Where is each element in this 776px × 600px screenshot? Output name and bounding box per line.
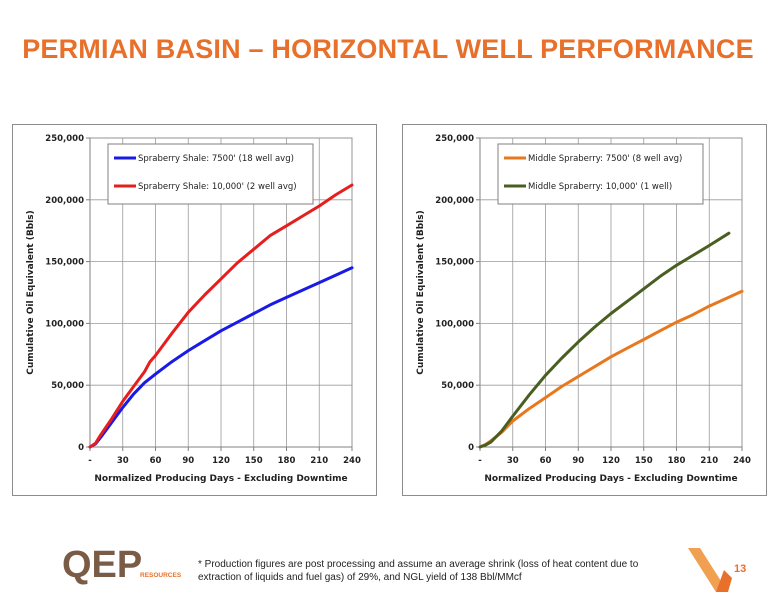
corner-logo-icon [688, 548, 732, 592]
c0-x-tick-label-2: 60 [150, 456, 162, 466]
c1-x-axis-label: Normalized Producing Days - Excluding Do… [484, 474, 737, 484]
c0-y-tick-label-3: 150,000 [45, 258, 84, 268]
chart-svg-right: - 30 60 90 120 150 180 210 240 0 50,000 100,000 150,… [416, 134, 751, 484]
c1-y-tick-label-3: 150,000 [435, 258, 474, 268]
c0-x-tick-label-7: 210 [310, 456, 328, 466]
c1-series-line-1 [478, 231, 731, 449]
chart-middle-spraberry: - 30 60 90 120 150 180 210 240 0 50,000 100,000 150,… [402, 124, 767, 496]
c1-legend [497, 143, 704, 205]
logo-subtext: RESOURCES [140, 572, 182, 579]
c1-x-tick-label-1: 30 [507, 456, 519, 466]
c1-x-tick-label-8: 240 [733, 456, 751, 466]
c0-x-tick-label-1: 30 [117, 456, 129, 466]
c1-y-tick-label-4: 200,000 [435, 196, 474, 206]
c1-y-tick-label-0: 0 [468, 443, 474, 453]
c0-x-axis-label: Normalized Producing Days - Excluding Do… [94, 474, 347, 484]
c1-x-tick-label-7: 210 [700, 456, 718, 466]
footnote: * Production figures are post processing… [198, 559, 639, 583]
c1-legend-label-1: Middle Spraberry: 10,000' (1 well) [528, 182, 672, 192]
c0-y-tick-label-4: 200,000 [45, 196, 84, 206]
c1-y-tick-label-1: 50,000 [441, 381, 474, 391]
chart-svg-left: - 30 60 90 120 150 180 210 240 0 50,000 100,000 150,… [26, 134, 361, 484]
c1-x-tick-label-6: 180 [668, 456, 686, 466]
c1-x-tick-label-0: - [478, 456, 482, 466]
c0-series-line-1 [88, 183, 354, 449]
chart-spraberry-shale: - 30 60 90 120 150 180 210 240 0 50,000 100,000 150,… [12, 124, 377, 496]
c0-x-tick-label-4: 120 [212, 456, 230, 466]
c0-legend-label-1: Spraberry Shale: 10,000' (2 well avg) [138, 182, 297, 192]
c1-y-axis-label: Cumulative Oil Equivalent (Bbls) [416, 210, 426, 374]
page-title: PERMIAN BASIN – HORIZONTAL WELL PERFORMA… [22, 34, 754, 64]
page-number: 13 [734, 563, 747, 575]
c0-legend-label-0: Spraberry Shale: 7500' (18 well avg) [138, 154, 294, 164]
c0-y-tick-label-1: 50,000 [51, 381, 84, 391]
c1-x-tick-label-2: 60 [540, 456, 552, 466]
c1-y-tick-label-5: 250,000 [435, 134, 474, 144]
c0-x-tick-label-3: 90 [182, 456, 194, 466]
c0-x-tick-label-0: - [88, 456, 92, 466]
c0-y-tick-label-5: 250,000 [45, 134, 84, 144]
c0-x-tick-label-8: 240 [343, 456, 361, 466]
c1-y-tick-label-2: 100,000 [435, 319, 474, 329]
c1-x-tick-label-5: 150 [635, 456, 653, 466]
logo-text: QEP [62, 544, 142, 585]
c0-series-line-0 [88, 266, 354, 449]
c0-legend [107, 143, 314, 205]
c0-x-tick-label-6: 180 [278, 456, 296, 466]
c0-y-axis-label: Cumulative Oil Equivalent (Bbls) [26, 210, 36, 374]
qep-logo: QEP RESOURCES [62, 544, 182, 585]
c0-y-tick-label-0: 0 [78, 443, 84, 453]
c0-x-tick-label-5: 150 [245, 456, 263, 466]
c0-y-tick-label-2: 100,000 [45, 319, 84, 329]
c1-x-tick-label-3: 90 [572, 456, 584, 466]
c1-legend-label-0: Middle Spraberry: 7500' (8 well avg) [528, 154, 682, 164]
c1-x-tick-label-4: 120 [602, 456, 620, 466]
